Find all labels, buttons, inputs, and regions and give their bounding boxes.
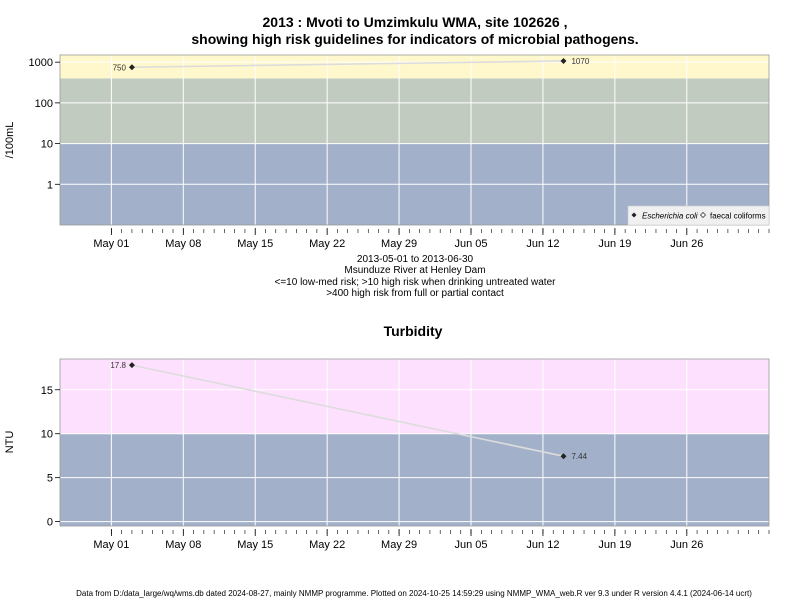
x-tick-label: Jun 12 xyxy=(526,539,559,551)
turbidity-series: 17.8 7.44 xyxy=(110,361,587,461)
data-point xyxy=(128,362,135,369)
x-tick-label: May 29 xyxy=(381,238,417,250)
legend-faecal-label: faecal coliforms xyxy=(710,212,766,221)
micro-chart: 2013 : Mvoti to Umzimkulu WMA, site 1026… xyxy=(4,14,770,299)
micro-subtitle: showing high risk guidelines for indicat… xyxy=(191,31,638,47)
y-tick-label: 15 xyxy=(41,385,53,397)
turbidity-chart: Turbidity May 01 May 08 May 15 May 22 May 29… xyxy=(4,323,770,551)
turbidity-gridlines xyxy=(60,359,769,526)
legend-ecoli-marker xyxy=(631,212,637,218)
data-point xyxy=(128,64,135,71)
x-tick-label: May 08 xyxy=(165,539,201,551)
micro-series: 750 1070 xyxy=(113,57,590,72)
turbidity-risk-bands xyxy=(60,359,769,526)
x-tick-label: May 01 xyxy=(93,238,129,250)
risk-band-1 xyxy=(60,359,769,434)
footer-note: Data from D:/data_large/wq/wms.db dated … xyxy=(76,589,752,598)
risk-band-2 xyxy=(60,55,769,79)
data-label: 1070 xyxy=(571,57,589,66)
x-tick-label: May 15 xyxy=(237,238,273,250)
series-line xyxy=(131,60,564,69)
caption-date-range: 2013-05-01 to 2013-06-30 xyxy=(357,254,474,265)
turbidity-y-axis-label: NTU xyxy=(4,431,16,454)
micro-gridlines xyxy=(60,55,769,225)
y-tick-label: 1000 xyxy=(29,57,53,69)
x-tick-label: Jun 26 xyxy=(670,539,703,551)
y-tick-label: 0 xyxy=(47,517,53,529)
risk-band-0 xyxy=(60,433,769,526)
turbidity-plot-frame xyxy=(59,358,770,527)
x-tick-label: Jun 05 xyxy=(454,539,487,551)
x-tick-label: May 29 xyxy=(381,539,417,551)
x-tick-label: May 22 xyxy=(309,238,345,250)
x-tick-label: Jun 12 xyxy=(526,238,559,250)
turbidity-axes: May 01 May 08 May 15 May 22 May 29 Jun 05 Jun … xyxy=(41,385,770,551)
y-tick-label: 10 xyxy=(41,139,53,151)
data-point xyxy=(560,57,567,64)
y-tick-label: 1 xyxy=(47,179,53,191)
x-tick-label: May 01 xyxy=(93,539,129,551)
y-tick-label: 5 xyxy=(47,473,53,485)
risk-band-1 xyxy=(60,78,769,144)
data-point xyxy=(560,453,567,460)
micro-legend: Escherichia coli faecal coliforms xyxy=(627,205,770,226)
x-tick-label: Jun 26 xyxy=(670,238,703,250)
data-label: 7.44 xyxy=(571,452,587,461)
legend-faecal-marker xyxy=(700,212,706,218)
y-tick-label: 10 xyxy=(41,429,53,441)
micro-risk-bands xyxy=(60,55,769,225)
x-tick-label: May 22 xyxy=(309,539,345,551)
x-tick-label: Jun 19 xyxy=(598,238,631,250)
legend-box xyxy=(627,205,770,226)
caption-drinking-risk: <=10 low-med risk; >10 high risk when dr… xyxy=(275,277,557,288)
micro-plot-frame xyxy=(59,54,770,226)
y-tick-label: 100 xyxy=(35,98,53,110)
turbidity-title: Turbidity xyxy=(384,323,443,339)
x-tick-label: Jun 05 xyxy=(454,238,487,250)
legend-ecoli-label: Escherichia coli xyxy=(642,212,698,221)
series-line xyxy=(131,364,564,457)
x-tick-label: May 08 xyxy=(165,238,201,250)
micro-axes: May 01 May 08 May 15 May 22 May 29 Jun 05 Jun … xyxy=(29,57,770,250)
x-tick-label: May 15 xyxy=(237,539,273,551)
micro-title: 2013 : Mvoti to Umzimkulu WMA, site 1026… xyxy=(263,14,568,30)
micro-y-axis-label: /100mL xyxy=(4,122,16,159)
x-tick-label: Jun 19 xyxy=(598,539,631,551)
data-label: 750 xyxy=(113,63,127,72)
caption-contact-risk: >400 high risk from full or partial cont… xyxy=(326,288,504,299)
caption-site: Msunduze River at Henley Dam xyxy=(344,265,485,276)
data-label: 17.8 xyxy=(110,361,126,370)
